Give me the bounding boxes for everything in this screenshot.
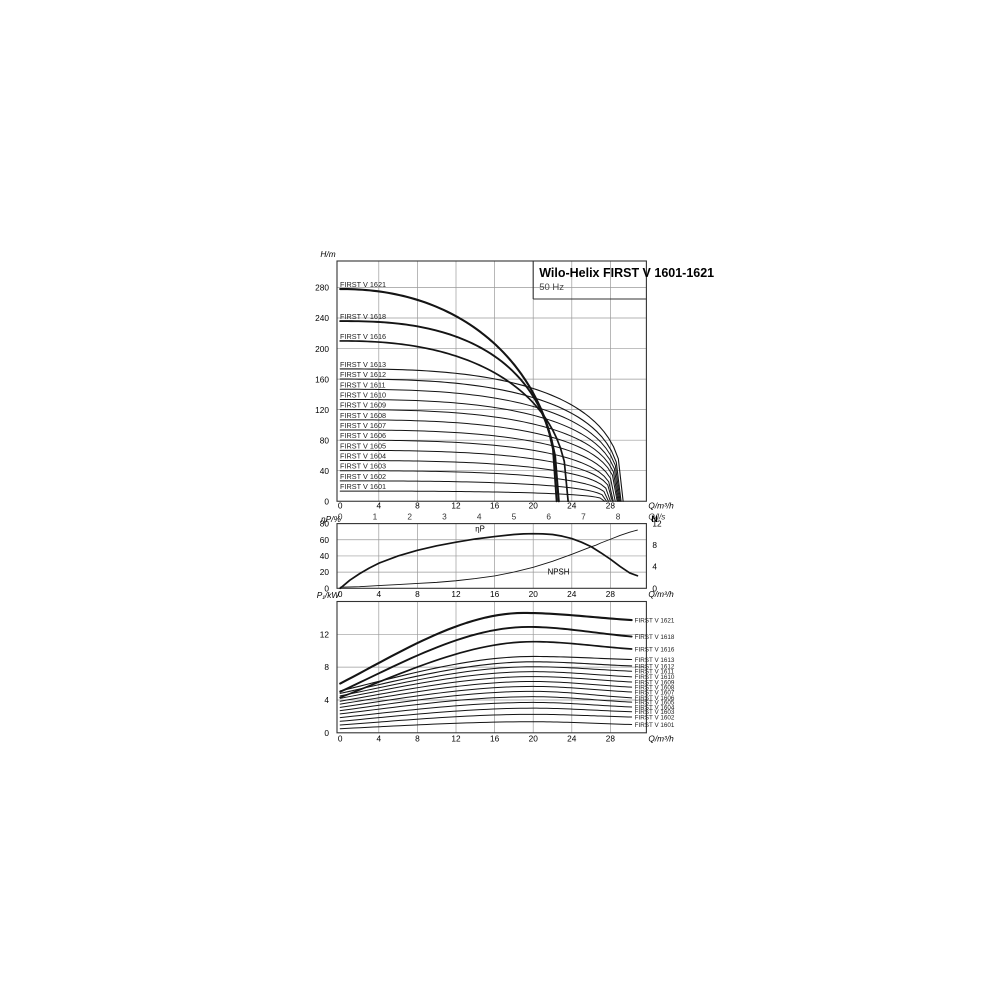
svg-text:FIRST V 1613: FIRST V 1613 xyxy=(635,657,675,664)
svg-text:8: 8 xyxy=(616,512,621,522)
svg-text:20: 20 xyxy=(529,589,539,599)
svg-text:4: 4 xyxy=(376,589,381,599)
svg-text:12: 12 xyxy=(451,733,461,743)
svg-text:FIRST V 1612: FIRST V 1612 xyxy=(635,663,675,670)
svg-text:FIRST V 1610: FIRST V 1610 xyxy=(340,390,386,399)
svg-text:Q/m³/h: Q/m³/h xyxy=(648,500,674,510)
svg-text:12: 12 xyxy=(652,519,662,529)
svg-text:0: 0 xyxy=(324,496,329,506)
svg-text:200: 200 xyxy=(315,344,329,354)
svg-text:FIRST V 1612: FIRST V 1612 xyxy=(340,370,386,379)
svg-text:FIRST V 1608: FIRST V 1608 xyxy=(340,411,386,420)
svg-text:8: 8 xyxy=(324,662,329,672)
svg-text:4: 4 xyxy=(477,512,482,522)
svg-text:60: 60 xyxy=(320,535,330,545)
svg-text:FIRST V 1601: FIRST V 1601 xyxy=(340,482,386,491)
svg-text:FIRST V 1613: FIRST V 1613 xyxy=(340,360,386,369)
svg-text:16: 16 xyxy=(490,589,500,599)
svg-text:40: 40 xyxy=(320,551,330,561)
svg-text:80: 80 xyxy=(320,519,330,529)
svg-text:16: 16 xyxy=(490,500,500,510)
svg-text:FIRST V 1604: FIRST V 1604 xyxy=(340,452,386,461)
svg-text:120: 120 xyxy=(315,405,329,415)
svg-text:FIRST V 1621: FIRST V 1621 xyxy=(340,280,386,289)
svg-text:FIRST V 1611: FIRST V 1611 xyxy=(340,380,386,389)
svg-text:2: 2 xyxy=(407,512,412,522)
svg-text:4: 4 xyxy=(376,500,381,510)
svg-text:NPSH: NPSH xyxy=(548,567,570,576)
svg-text:6: 6 xyxy=(546,512,551,522)
svg-text:Q/m³/h: Q/m³/h xyxy=(648,589,674,599)
svg-text:8: 8 xyxy=(652,540,657,550)
svg-text:4: 4 xyxy=(376,733,381,743)
svg-text:P₁/kW: P₁/kW xyxy=(317,590,341,600)
svg-text:Wilo-Helix FIRST V 1601-1621: Wilo-Helix FIRST V 1601-1621 xyxy=(539,266,714,280)
svg-text:7: 7 xyxy=(581,512,586,522)
svg-text:Q/m³/h: Q/m³/h xyxy=(648,733,674,743)
svg-text:80: 80 xyxy=(320,435,330,445)
svg-text:240: 240 xyxy=(315,313,329,323)
svg-text:40: 40 xyxy=(320,466,330,476)
svg-text:H/m: H/m xyxy=(320,249,335,259)
svg-text:20: 20 xyxy=(529,733,539,743)
svg-text:0: 0 xyxy=(324,728,329,738)
svg-text:20: 20 xyxy=(529,500,539,510)
svg-text:20: 20 xyxy=(320,567,330,577)
svg-text:1: 1 xyxy=(373,512,378,522)
svg-text:24: 24 xyxy=(567,733,577,743)
svg-text:4: 4 xyxy=(324,695,329,705)
svg-text:28: 28 xyxy=(606,589,616,599)
svg-text:FIRST V 1618: FIRST V 1618 xyxy=(635,634,675,641)
svg-text:FIRST V 1606: FIRST V 1606 xyxy=(340,431,386,440)
svg-text:28: 28 xyxy=(606,500,616,510)
svg-text:FIRST V 1601: FIRST V 1601 xyxy=(635,722,675,729)
svg-text:FIRST V 1602: FIRST V 1602 xyxy=(340,472,386,481)
svg-text:8: 8 xyxy=(415,589,420,599)
svg-text:12: 12 xyxy=(320,629,330,639)
svg-text:FIRST V 1618: FIRST V 1618 xyxy=(340,312,386,321)
svg-text:8: 8 xyxy=(415,733,420,743)
svg-text:3: 3 xyxy=(442,512,447,522)
svg-text:28: 28 xyxy=(606,733,616,743)
svg-text:0: 0 xyxy=(338,733,343,743)
svg-text:ηP: ηP xyxy=(475,525,485,534)
svg-text:16: 16 xyxy=(490,733,500,743)
svg-text:8: 8 xyxy=(415,500,420,510)
svg-text:FIRST V 1605: FIRST V 1605 xyxy=(340,441,386,450)
svg-text:0: 0 xyxy=(338,500,343,510)
svg-text:50 Hz: 50 Hz xyxy=(539,282,564,293)
svg-text:12: 12 xyxy=(451,589,461,599)
svg-text:FIRST V 1616: FIRST V 1616 xyxy=(340,332,386,341)
svg-text:FIRST V 1621: FIRST V 1621 xyxy=(635,617,675,624)
svg-text:FIRST V 1609: FIRST V 1609 xyxy=(340,401,386,410)
svg-text:160: 160 xyxy=(315,374,329,384)
svg-text:24: 24 xyxy=(567,589,577,599)
svg-text:280: 280 xyxy=(315,283,329,293)
svg-text:FIRST V 1607: FIRST V 1607 xyxy=(340,421,386,430)
svg-text:FIRST V 1603: FIRST V 1603 xyxy=(340,462,386,471)
svg-text:12: 12 xyxy=(451,500,461,510)
svg-text:5: 5 xyxy=(512,512,517,522)
svg-text:FIRST V 1616: FIRST V 1616 xyxy=(635,646,675,653)
svg-text:4: 4 xyxy=(652,562,657,572)
